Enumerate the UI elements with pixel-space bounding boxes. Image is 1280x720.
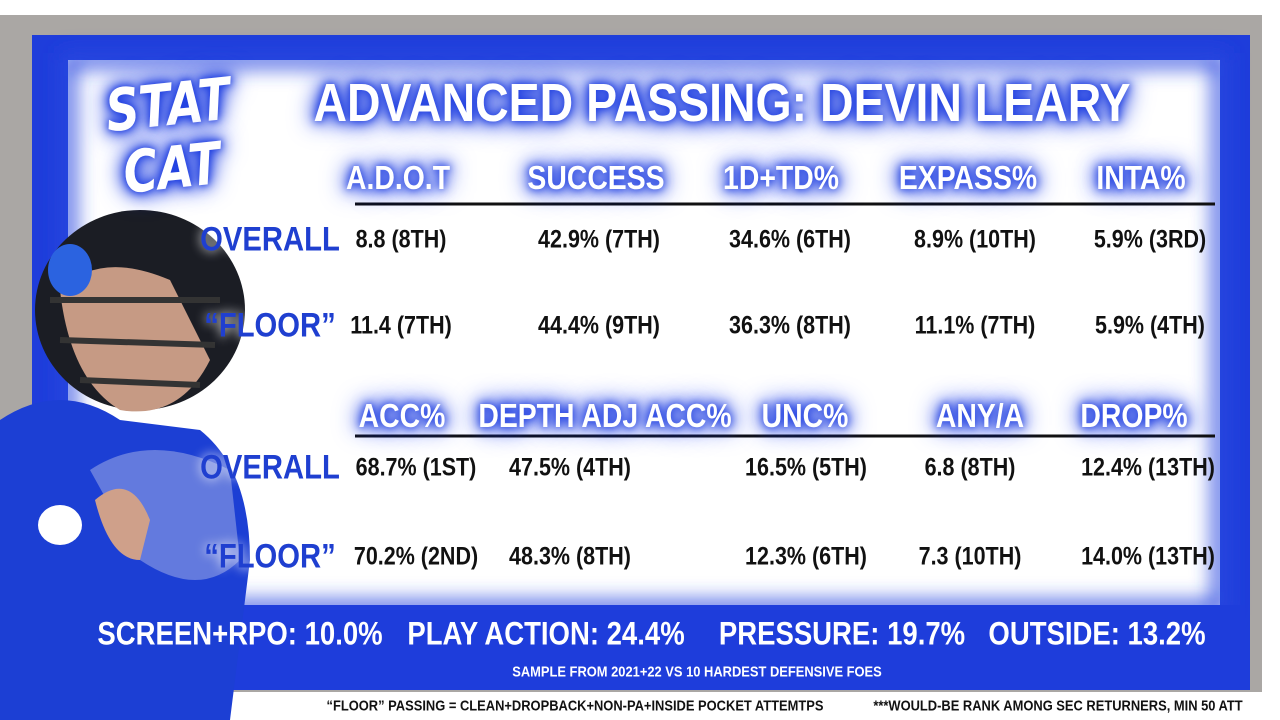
stat-cell: 16.5% (5TH): [745, 453, 867, 482]
column-header: INTA%: [1096, 159, 1186, 196]
stat-cell: 12.4% (13TH): [1081, 453, 1215, 482]
stat-cell: 8.9% (10TH): [914, 225, 1036, 254]
footnote: ***WOULD-BE RANK AMONG SEC RETURNERS, MI…: [873, 697, 1243, 715]
sample-note: SAMPLE FROM 2021+22 VS 10 HARDEST DEFENS…: [512, 663, 882, 681]
stat-cell: 36.3% (8TH): [729, 311, 851, 340]
player-art: [0, 210, 250, 720]
stat-cell: 11.1% (7TH): [914, 311, 1036, 340]
stat-cell: 12.3% (6TH): [745, 542, 867, 571]
stat-cell: 44.4% (9TH): [538, 311, 660, 340]
stat-cell: 7.3 (10TH): [918, 542, 1022, 571]
column-header: UNC%: [761, 397, 849, 434]
column-header: ANY/A: [935, 397, 1025, 434]
stat-cell: 68.7% (1ST): [355, 453, 477, 482]
summary-stat: PRESSURE: 19.7%: [718, 615, 966, 652]
row-label: “FLOOR”: [204, 537, 336, 576]
row-label: OVERALL: [200, 448, 340, 487]
stat-cell: 48.3% (8TH): [509, 542, 631, 571]
column-header: EXPASS%: [898, 159, 1038, 196]
stat-cell: 5.9% (3RD): [1093, 225, 1207, 254]
stat-cell: 47.5% (4TH): [509, 453, 631, 482]
column-header: DEPTH ADJ ACC%: [478, 397, 732, 434]
logo-text: CAT: [120, 129, 224, 207]
summary-stat: PLAY ACTION: 24.4%: [407, 615, 685, 652]
column-header: SUCCESS: [527, 159, 665, 196]
column-header: DROP%: [1080, 397, 1188, 434]
summary-stat: OUTSIDE: 13.2%: [988, 615, 1206, 652]
column-header: ACC%: [358, 397, 446, 434]
stat-cell: 42.9% (7TH): [538, 225, 660, 254]
stat-cell: 5.9% (4TH): [1095, 311, 1205, 340]
column-header: A.D.O.T: [345, 159, 451, 196]
stat-cell: 34.6% (6TH): [729, 225, 851, 254]
stat-cell: 11.4 (7TH): [350, 311, 452, 340]
footnote: “FLOOR” PASSING = CLEAN+DROPBACK+NON-PA+…: [326, 697, 824, 715]
stat-cell: 6.8 (8TH): [924, 453, 1016, 482]
stat-cell: 70.2% (2ND): [353, 542, 479, 571]
stat-cell: 14.0% (13TH): [1081, 542, 1215, 571]
column-header: 1D+TD%: [723, 159, 839, 196]
summary-stat: SCREEN+RPO: 10.0%: [97, 615, 383, 652]
panel: [68, 60, 1220, 608]
row-label: OVERALL: [200, 220, 340, 259]
stat-cell: 8.8 (8TH): [355, 225, 447, 254]
title: ADVANCED PASSING: DEVIN LEARY: [313, 73, 1131, 133]
row-label: “FLOOR”: [204, 306, 336, 345]
